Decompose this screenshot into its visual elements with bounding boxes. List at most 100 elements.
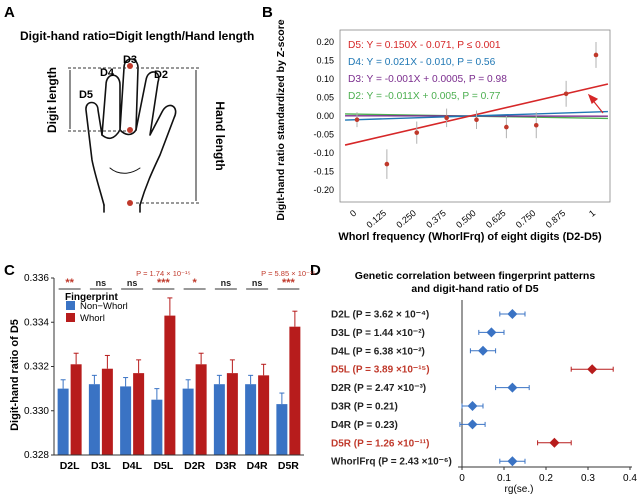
- b-x-tick-label: 0.875: [544, 208, 568, 230]
- legend-swatch: [66, 313, 75, 322]
- row-label: D4L (P = 6.38 ×10⁻²): [331, 346, 425, 357]
- legend-label: Non−Whorl: [80, 301, 128, 312]
- hand-length-label: Hand length: [213, 101, 227, 170]
- panel-b: Digit-hand ratio standardized by Z-score…: [275, 19, 611, 243]
- row-label: WhorlFrq (P = 2.43 ×10⁻⁶): [331, 457, 452, 468]
- legend-title: Fingerprint: [65, 292, 118, 303]
- d5-label: D5: [79, 89, 93, 101]
- b-y-tick-label: 0.15: [316, 56, 334, 66]
- panel-d-title-2: and digit-hand ratio of D5: [411, 283, 538, 295]
- category-label: D3R: [215, 460, 236, 472]
- bar: [120, 386, 132, 455]
- panel-c-y-ticks: 0.336 0.334 0.332 0.330 0.328: [24, 273, 55, 461]
- bar: [195, 364, 207, 455]
- data-point: [414, 130, 420, 135]
- d-x-tick-label: 0.4: [623, 473, 637, 484]
- panel-b-y-ticks: 0.20 0.15 0.10 0.05 0.00 -0.05 -0.10 -0.15 -0.20: [313, 37, 334, 195]
- bar: [245, 384, 257, 455]
- bar: [276, 404, 288, 455]
- panel-c-significance: ** ns ns *** * ns ns ***P = 1.74 × 10⁻¹⁵ P = 5.8…: [58, 269, 316, 290]
- pvalue-label: P = 5.85 × 10⁻¹⁵: [261, 269, 315, 278]
- bar: [164, 315, 176, 455]
- bar: [57, 388, 69, 455]
- rg-diamond: [478, 345, 488, 356]
- b-x-tick-label: 1: [587, 208, 597, 219]
- rg-diamond: [486, 327, 497, 338]
- b-y-tick-label: 0.20: [316, 37, 334, 47]
- arrow-annotation: [587, 93, 604, 114]
- panel-c-bars: [57, 297, 301, 455]
- d-x-tick-label: 0.1: [497, 473, 511, 484]
- panel-b-ylabel: Digit-hand ratio standardized by Z-score: [275, 19, 287, 220]
- bar: [101, 368, 113, 455]
- d-x-tick-label: 0: [459, 473, 465, 484]
- panel-letter-a: A: [4, 4, 15, 21]
- significance-mark: ***: [157, 277, 171, 289]
- bar: [289, 326, 301, 455]
- data-point: [563, 91, 569, 97]
- bar: [151, 399, 163, 455]
- row-label: D5R (P = 1.26 ×10⁻¹¹): [331, 438, 429, 449]
- row-label: D2R (P = 2.47 ×10⁻³): [331, 383, 426, 394]
- regression-equation: D3: Y = -0.001X + 0.0005, P = 0.98: [348, 74, 507, 85]
- c-y-tick-label: 0.334: [24, 317, 49, 328]
- panel-c: Digit-hand ratio of D5 0.3360.3340.3320.…: [9, 269, 316, 472]
- regression-equation: D4: Y = 0.021X - 0.010, P = 0.56: [348, 57, 496, 68]
- category-label: D4R: [247, 460, 268, 472]
- pvalue-label: P = 1.74 × 10⁻¹⁵: [136, 269, 190, 278]
- b-y-tick-label: -0.15: [313, 167, 334, 177]
- hand-markers: [127, 63, 133, 206]
- c-y-tick-label: 0.332: [24, 362, 49, 373]
- b-x-tick-label: 0: [348, 208, 358, 219]
- data-point: [593, 52, 599, 58]
- data-point: [533, 122, 539, 128]
- b-x-tick-label: 0.750: [514, 208, 538, 230]
- rg-diamond: [467, 419, 478, 430]
- c-y-tick-label: 0.328: [24, 450, 49, 461]
- significance-mark: **: [65, 277, 74, 289]
- data-point: [474, 117, 479, 122]
- d3-label: D3: [123, 54, 137, 66]
- b-x-tick-label: 0.625: [484, 208, 508, 230]
- panel-b-x-ticks: 0 0.125 0.250 0.375 0.500 0.625 0.750 0.875 1: [348, 208, 597, 230]
- panel-letter-d: D: [310, 262, 321, 279]
- b-y-tick-label: -0.10: [313, 148, 334, 158]
- b-x-tick-label: 0.500: [454, 208, 478, 230]
- significance-mark: ns: [252, 278, 263, 288]
- panel-letter-b: B: [262, 4, 273, 21]
- b-y-tick-label: -0.05: [313, 130, 334, 140]
- bar: [226, 373, 238, 455]
- panel-b-equations: D5: Y = 0.150X - 0.071, P ≤ 0.001 D4: Y =…: [348, 40, 507, 102]
- rg-diamond: [549, 437, 560, 448]
- d-x-tick-label: 0.3: [581, 473, 595, 484]
- bar: [88, 384, 100, 455]
- digit-length-label: Digit length: [45, 67, 59, 133]
- rg-diamond: [507, 456, 518, 467]
- row-label: D4R (P = 0.23): [331, 420, 398, 431]
- b-y-tick-label: 0.10: [316, 74, 334, 84]
- c-y-tick-label: 0.330: [24, 406, 49, 417]
- b-x-tick-label: 0.125: [364, 208, 388, 230]
- d2-label: D2: [154, 69, 168, 81]
- panel-d-xlabel: rg(se.): [505, 484, 534, 495]
- b-y-tick-label: 0.00: [316, 111, 334, 121]
- category-label: D3L: [91, 460, 111, 472]
- rg-diamond: [507, 382, 518, 393]
- row-label: D3R (P = 0.21): [331, 402, 398, 413]
- rg-diamond: [507, 309, 518, 319]
- significance-mark: *: [192, 277, 197, 289]
- panel-d: Genetic correlation between fingerprint …: [331, 270, 637, 495]
- measure-lines: [68, 67, 200, 204]
- bar: [70, 364, 82, 455]
- legend-label: Whorl: [80, 313, 105, 324]
- panel-b-frame: [339, 29, 611, 203]
- panel-c-ylabel: Digit-hand ratio of D5: [9, 319, 21, 431]
- measure-arrows: [69, 70, 197, 201]
- panel-a: Digit-hand ratio=Digit length/Hand lengt…: [20, 29, 254, 213]
- rg-diamond: [467, 401, 478, 411]
- data-point: [444, 115, 449, 121]
- b-y-tick-label: 0.05: [316, 93, 334, 103]
- b-y-tick-label: -0.20: [313, 185, 334, 195]
- significance-mark: ns: [221, 278, 232, 288]
